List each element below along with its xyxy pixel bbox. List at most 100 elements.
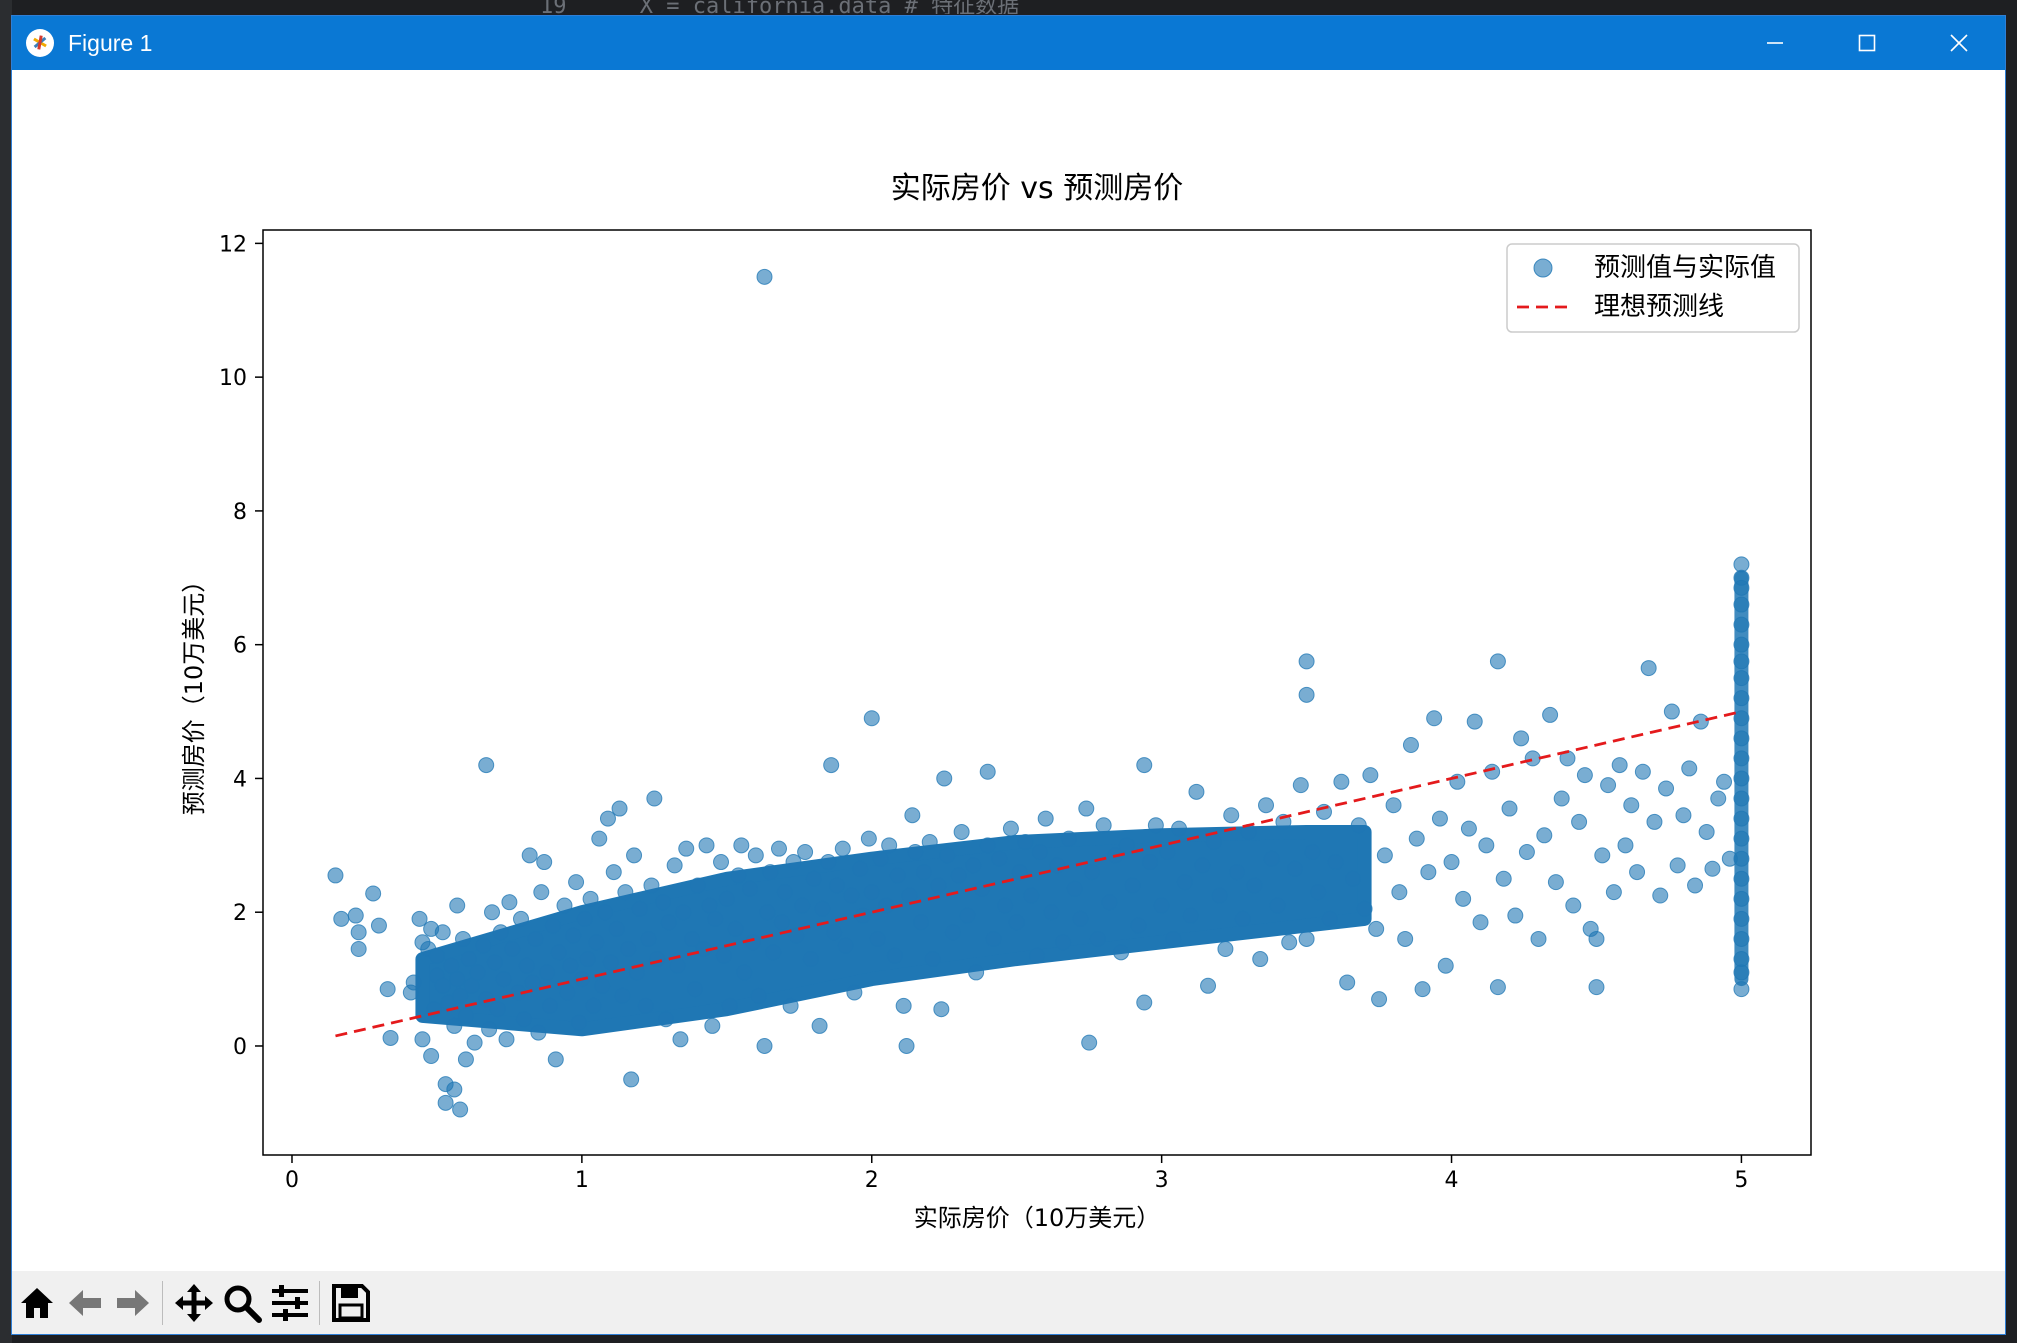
scatter-point xyxy=(1698,823,1715,840)
scatter-point xyxy=(1408,830,1425,847)
scatter-point xyxy=(370,917,387,934)
scatter-point xyxy=(776,884,793,901)
forward-button[interactable] xyxy=(110,1278,156,1328)
scatter-point xyxy=(1060,830,1077,847)
scatter-point xyxy=(428,947,445,964)
chart-title: 实际房价 vs 预测房价 xyxy=(891,171,1183,206)
scatter-point xyxy=(901,887,918,904)
scatter-point xyxy=(559,984,576,1001)
scatter-point xyxy=(1072,910,1089,927)
scatter-point xyxy=(730,867,747,884)
scatter-point xyxy=(1681,760,1698,777)
scatter-point xyxy=(576,910,593,927)
scatter-point xyxy=(727,920,744,937)
scatter-point xyxy=(924,951,941,968)
legend-box xyxy=(1506,243,1800,333)
legend-label-scatter: 预测值与实际值 xyxy=(1594,253,1776,283)
scatter-point xyxy=(1617,837,1634,854)
scatter-point xyxy=(527,930,544,947)
ide-code-snippet: X = california.data # 特征数据 xyxy=(639,0,1020,14)
scatter-point xyxy=(936,770,953,787)
scatter-point xyxy=(834,840,851,857)
scatter-point xyxy=(646,790,663,807)
scatter-point xyxy=(1710,790,1727,807)
save-button[interactable] xyxy=(328,1278,374,1328)
scatter-point xyxy=(1646,813,1663,830)
scatter-point xyxy=(1501,800,1518,817)
scatter-point xyxy=(536,854,553,871)
back-button[interactable] xyxy=(62,1278,108,1328)
x-tick-label: 5 xyxy=(1734,1168,1748,1193)
scatter-point xyxy=(837,937,854,954)
scatter-point xyxy=(852,860,869,877)
scatter-point xyxy=(452,1101,469,1118)
scatter-point xyxy=(907,844,924,861)
scatter-point xyxy=(513,910,529,927)
scatter-point xyxy=(756,268,773,285)
scatter-point xyxy=(889,867,906,884)
scatter-point xyxy=(1484,763,1501,780)
scatter-point xyxy=(504,940,521,957)
scatter-point xyxy=(660,914,677,931)
scatter-point xyxy=(379,981,396,998)
zoom-button[interactable] xyxy=(219,1278,265,1328)
close-button[interactable] xyxy=(1913,16,2005,70)
scatter-point xyxy=(608,920,625,937)
scatter-point xyxy=(686,981,703,998)
x-tick-label: 4 xyxy=(1445,1168,1459,1193)
scatter-point xyxy=(1634,763,1651,780)
scatter-point xyxy=(939,847,956,864)
scatter-point xyxy=(1420,864,1437,881)
minimize-button[interactable] xyxy=(1729,16,1821,70)
scatter-point xyxy=(666,857,683,874)
scatter-point xyxy=(437,1094,454,1111)
title-bar[interactable]: Figure 1 xyxy=(12,16,2005,70)
scatter-point xyxy=(979,837,996,854)
scatter-point xyxy=(1443,854,1460,871)
scatter-point xyxy=(1023,887,1040,904)
pan-button[interactable] xyxy=(171,1278,217,1328)
scatter-point xyxy=(1376,847,1393,864)
scatter-point xyxy=(747,847,764,864)
legend: 预测值与实际值 理想预测线 xyxy=(1506,243,1800,333)
scatter-point xyxy=(1507,907,1524,924)
scatter-point xyxy=(1391,884,1408,901)
scatter-point xyxy=(484,904,501,921)
scatter-point xyxy=(449,971,466,988)
scatter-point xyxy=(414,1031,431,1048)
scatter-point xyxy=(1142,854,1159,871)
scatter-point xyxy=(1031,844,1048,861)
scatter-point xyxy=(620,940,637,957)
scatter-point xyxy=(1304,844,1321,861)
home-icon xyxy=(21,1287,53,1318)
scatter-point xyxy=(486,954,503,971)
scatter-point xyxy=(1687,877,1704,894)
scatter-point xyxy=(1588,979,1605,996)
scatter-point xyxy=(742,880,759,897)
scatter-point xyxy=(1623,797,1640,814)
ide-gutter xyxy=(0,0,12,1343)
scatter-point xyxy=(489,1001,506,1018)
y-axis-label: 预测房价（10万美元） xyxy=(180,569,208,816)
scatter-point xyxy=(582,890,599,907)
scatter-point xyxy=(591,830,608,847)
scatter-point xyxy=(1081,1034,1098,1051)
scatter-point xyxy=(1066,880,1083,897)
x-axis-label: 实际房价（10万美元） xyxy=(914,1204,1161,1232)
toolbar-separator xyxy=(319,1280,320,1325)
home-button[interactable] xyxy=(14,1278,60,1328)
scatter-point xyxy=(1223,807,1240,824)
scatter-point xyxy=(1344,870,1361,887)
scatter-point xyxy=(826,924,843,941)
scatter-point xyxy=(631,900,648,917)
scatter-point xyxy=(1298,686,1315,703)
scatter-point xyxy=(707,910,724,927)
maximize-button[interactable] xyxy=(1821,16,1913,70)
scatter-point xyxy=(1565,897,1582,914)
configure-subplots-button[interactable] xyxy=(267,1278,313,1328)
scatter-point xyxy=(1298,930,1315,947)
x-tick-label: 3 xyxy=(1155,1168,1169,1193)
scatter-point xyxy=(466,1034,483,1051)
